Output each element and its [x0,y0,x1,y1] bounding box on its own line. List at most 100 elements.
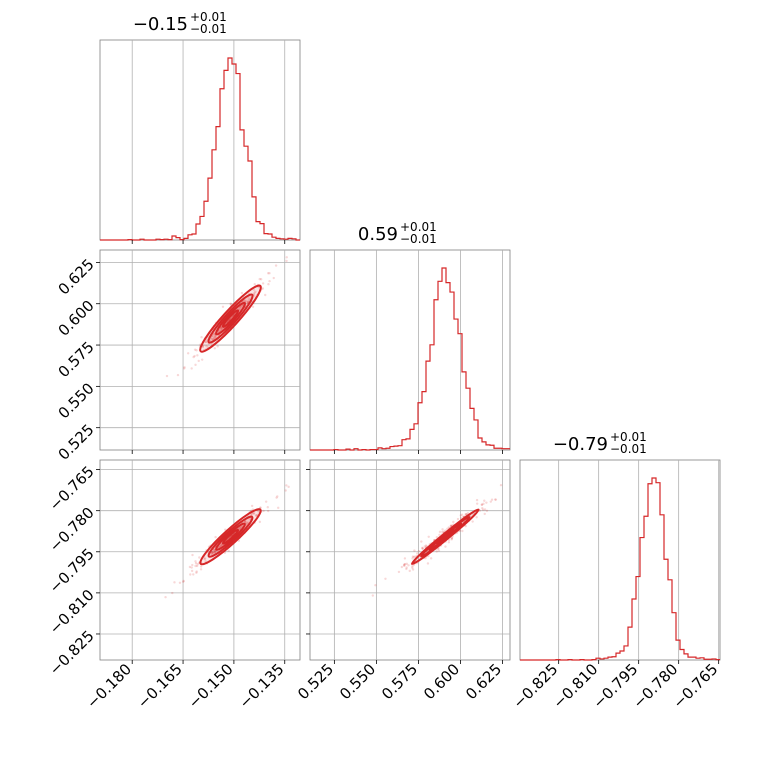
scatter-point [407,564,410,567]
scatter-point [285,259,288,263]
scatter-point [213,347,217,350]
scatter-point [244,299,248,303]
scatter-point [246,522,249,525]
scatter-point [240,291,244,295]
scatter-point [447,538,451,542]
scatter-point [165,374,169,378]
scatter-point [199,565,203,568]
scatter-point [214,336,217,339]
scatter-point [384,577,387,580]
scatter-point [459,514,462,517]
scatter-point [442,530,446,533]
scatter-point [193,354,196,358]
scatter-point [413,555,417,558]
title-lower-2: −0.01 [610,442,647,456]
panel-frame-1-1 [309,249,511,451]
scatter-point [246,521,249,524]
scatter-point [411,564,414,568]
scatter-point [441,530,444,534]
scatter-point [252,511,256,515]
scatter-point [212,336,216,340]
scatter-point [411,557,414,560]
scatter-point [194,562,198,565]
scatter-point [435,536,439,539]
scatter-point [481,508,485,511]
scatter-point [287,485,290,489]
title-median-1: 0.59 [358,224,398,245]
y-tick-label: 0.525 [55,421,98,464]
scatter-point [494,498,498,501]
scatter-point [494,498,497,501]
scatter-point [183,367,186,370]
scatter-point [460,513,464,516]
scatter-point [464,513,467,516]
scatter-point [213,550,217,553]
scatter-point [211,551,214,554]
x-tick-label: −0.150 [185,660,237,712]
x-tick-label: 0.575 [378,660,421,703]
density-panel-2-1 [371,483,503,597]
scatter-point [403,564,406,568]
scatter-point [483,512,486,516]
scatter-point [194,363,197,367]
scatter-point [465,513,468,516]
scatter-point [408,569,411,573]
scatter-point [405,567,408,571]
x-tick-label: 0.525 [294,660,337,703]
scatter-point [250,504,254,508]
scatter-point [203,557,207,560]
scatter-point [403,557,407,560]
scatter-point [417,549,421,553]
scatter-point [411,568,415,571]
scatter-point [214,550,217,553]
scatter-point [178,581,182,584]
scatter-point [405,566,408,569]
density-panel-1-0 [165,256,288,378]
contour-level-1 [207,293,254,344]
scatter-point [176,373,180,377]
scatter-point [274,264,278,267]
scatter-point [499,483,503,487]
scatter-point [214,335,217,338]
scatter-point [229,302,232,305]
scatter-point [182,580,185,583]
scatter-point [436,547,440,551]
scatter-point [268,279,271,283]
scatter-point [266,509,270,513]
scatter-point [264,500,268,503]
scatter-point [244,520,247,524]
scatter-point [211,551,214,554]
scatter-point [192,573,195,576]
scatter-point [405,562,409,566]
scatter-point [480,503,484,506]
scatter-point [411,566,414,569]
scatter-point [374,584,377,587]
scatter-point [196,563,199,566]
scatter-point [490,498,494,501]
scatter-point [461,529,464,533]
scatter-point [421,547,424,550]
x-tick-label: −0.180 [83,660,135,712]
scatter-point [426,562,430,565]
scatter-point [259,278,263,281]
scatter-point [435,550,438,553]
scatter-point [449,524,453,528]
title-upper-1: +0.01 [400,220,437,234]
x-tick-label: −0.765 [670,660,722,712]
scatter-point [252,288,255,291]
scatter-point [267,272,270,275]
scatter-point [255,514,258,517]
scatter-point [264,293,267,297]
scatter-point [190,367,193,370]
panel-frame-2-0 [99,459,301,661]
scatter-point [204,560,207,563]
scatter-point [402,563,406,567]
scatter-point [213,334,217,338]
panel-frame-2-2 [519,459,721,661]
scatter-point [483,499,486,502]
scatter-point [210,337,214,341]
scatter-point [258,520,262,524]
scatter-point [213,549,216,552]
scatter-point [213,551,217,554]
contour-level-3 [221,309,240,328]
